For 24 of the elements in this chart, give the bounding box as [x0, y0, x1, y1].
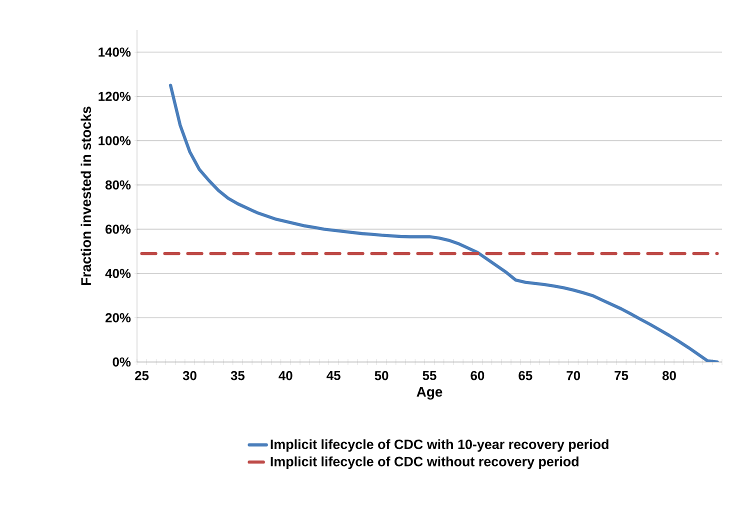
y-tick-label: 80% [105, 180, 131, 190]
x-tick-label: 70 [566, 371, 580, 380]
y-tick-label: 20% [106, 313, 131, 322]
x-tick-label: 40 [278, 371, 292, 380]
x-tick-label: 65 [518, 371, 532, 380]
y-tick-label: 140% [98, 48, 131, 57]
y-tick-label: 120% [98, 92, 131, 101]
x-tick-label: 75 [614, 371, 628, 380]
x-tick-label: 30 [182, 371, 196, 380]
y-tick-label: 60% [106, 224, 131, 234]
legend-label: Implicit lifecycle of CDC without recovery period [270, 456, 578, 469]
x-tick-label: 80 [662, 371, 676, 380]
x-tick-label: 50 [374, 371, 388, 380]
x-tick-label: 45 [326, 371, 340, 380]
x-tick-label: 35 [230, 371, 245, 380]
y-tick-label: 40% [105, 268, 131, 278]
y-tick-label: 0% [112, 357, 131, 367]
x-tick-label: 25 [135, 371, 149, 380]
x-tick-label: 55 [422, 371, 436, 380]
y-axis-title: Fraction invested in stocks [80, 106, 92, 285]
x-tick-label: 60 [470, 371, 484, 380]
legend-label: Implicit lifecycle of CDC with 10-year recovery period [270, 439, 608, 452]
y-tick-label: 100% [98, 136, 131, 146]
x-axis-title: Age [416, 387, 442, 400]
